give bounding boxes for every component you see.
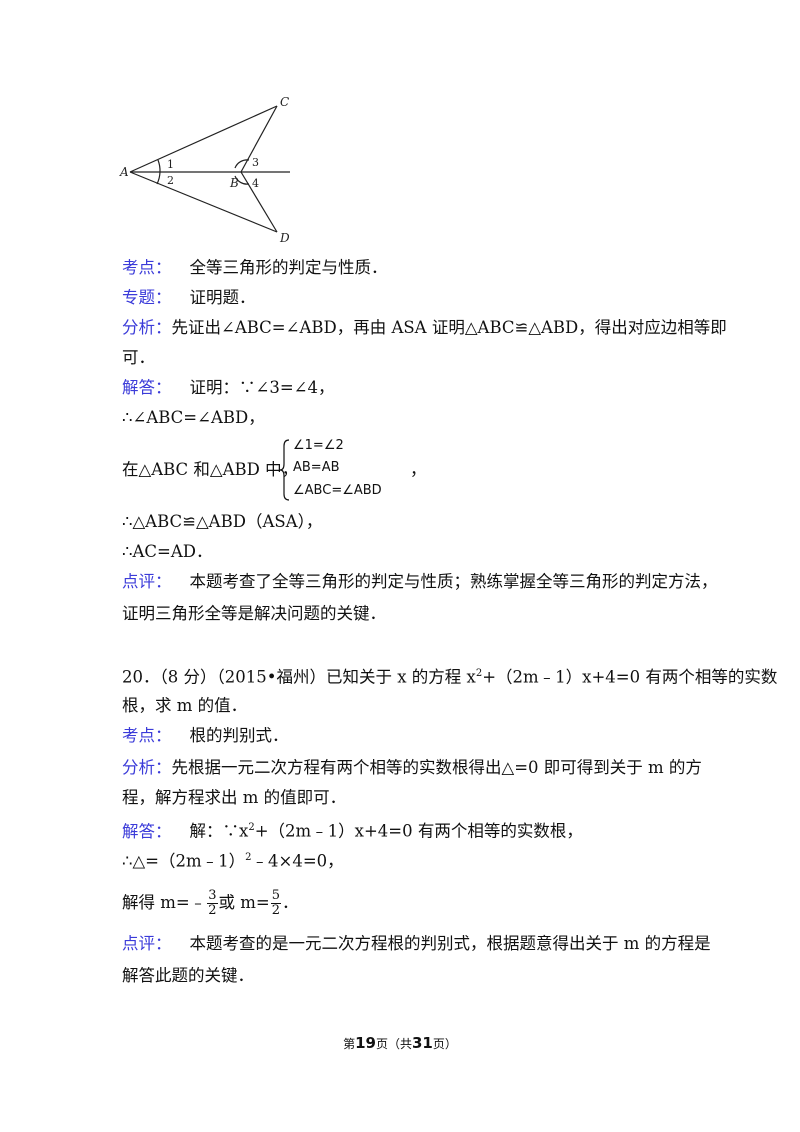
segment-AD (129, 171, 278, 233)
fraction-1-denominator: 2 (208, 903, 217, 918)
page-footer: 第19页（共31页） (0, 1034, 800, 1052)
angle-arc-2 (156, 171, 161, 185)
point-label-B: B (229, 176, 239, 190)
q19-jieda-line3-prefix: 在△ABC 和△ABD 中， (122, 460, 299, 479)
system-suffix: ， (410, 460, 427, 479)
segment-AC (129, 105, 278, 173)
angle-arc-3 (234, 159, 250, 169)
geometry-figure: A C D B 1 2 3 4 (119, 95, 290, 245)
q20-jieda-line3: 解得 m=﹣ 3 2 或 m= 5 2 ． (122, 888, 800, 918)
q20-fenxi-label: 分析： (122, 758, 172, 777)
system-row-1: ∠1=∠2 (293, 438, 344, 453)
fraction-2-denominator: 2 (271, 903, 280, 918)
fraction-1-numerator: 3 (207, 888, 218, 904)
q19-jieda-line5: ∴AC=AD． (122, 542, 213, 561)
q19-kaodian: 考点： 全等三角形的判定与性质． (122, 256, 800, 280)
q20-jieda-line3-end: ． (282, 893, 299, 912)
q19-jieda-line4: ∴△ABC≌△ABD（ASA）， (122, 512, 323, 531)
q19-jieda-line2: ∴∠ABC=∠ABD， (122, 408, 265, 427)
q20-kaodian: 考点： 根的判别式． (122, 724, 800, 748)
q20-stem: 20．（8 分）（2015•福州）已知关于 x 的方程 x2+（2m﹣1）x+4… (122, 662, 800, 690)
q20-stem-a: 20．（8 分）（2015•福州）已知关于 x 的方程 x (122, 667, 476, 687)
point-label-A: A (119, 165, 129, 179)
footer-total-pages: 31 (412, 1034, 433, 1052)
q19-zhuanti-label: 专题： (122, 288, 172, 307)
point-label-C: C (280, 95, 289, 109)
q19-jieda-label: 解答： (122, 378, 172, 397)
q20-dianping-line1: 本题考查的是一元二次方程根的判别式，根据题意得出关于 m 的方程是 (189, 934, 711, 953)
q19-jieda-line1: 证明：∵∠3=∠4， (189, 378, 335, 397)
q20-jieda-line3-a: 解得 m=﹣ (122, 893, 207, 912)
q20-dianping: 点评： 本题考查的是一元二次方程根的判别式，根据题意得出关于 m 的方程是 (122, 932, 800, 956)
point-label-D: D (279, 231, 290, 245)
q20-dianping-label: 点评： (122, 934, 172, 953)
q20-kaodian-label: 考点： (122, 726, 172, 745)
q20-fenxi: 分析：先根据一元二次方程有两个相等的实数根得出△=0 即可得到关于 m 的方 (122, 756, 800, 780)
q20-jieda-sup: 2 (248, 822, 255, 833)
q20-stem-sup: 2 (475, 668, 483, 679)
system-row-2: AB=AB (293, 460, 340, 475)
q20-jieda-label: 解答： (122, 821, 172, 841)
fraction-2-numerator: 5 (270, 888, 281, 904)
left-brace-icon (279, 439, 290, 501)
q19-fenxi-line1: 先证出∠ABC=∠ABD，再由 ASA 证明△ABC≌△ABD，得出对应边相等即 (171, 318, 727, 337)
q20-jieda-line2: ∴△=（2m﹣1）2﹣4×4=0， (122, 846, 800, 874)
q19-kaodian-label: 考点： (122, 258, 172, 277)
system-row-3: ∠ABC=∠ABD (293, 483, 382, 498)
equation-system: ∠1=∠2 AB=AB ∠ABC=∠ABD (279, 438, 439, 504)
angle-label-2: 2 (167, 174, 174, 187)
q20-stem-b: +（2m﹣1）x+4=0 有两个相等的实数 (482, 667, 778, 687)
q19-dianping: 点评： 本题考查了全等三角形的判定与性质；熟练掌握全等三角形的判定方法， (122, 570, 800, 594)
q20-kaodian-text: 根的判别式． (189, 726, 289, 745)
angle-label-3: 3 (252, 156, 259, 169)
q19-dianping-line1: 本题考查了全等三角形的判定与性质；熟练掌握全等三角形的判定方法， (189, 572, 718, 591)
q19-fenxi-label: 分析： (122, 318, 172, 337)
footer-mid: 页（共 (375, 1037, 412, 1051)
q20-jieda-line3-mid: 或 m= (218, 893, 270, 912)
angle-arc-1 (157, 159, 161, 173)
q20-dianping-line2: 解答此题的关键． (122, 966, 254, 985)
angle-arc-4 (234, 175, 250, 185)
q20-jieda-line2-b: ﹣4×4=0， (251, 851, 344, 871)
q19-fenxi: 分析：先证出∠ABC=∠ABD，再由 ASA 证明△ABC≌△ABD，得出对应边… (122, 316, 800, 340)
q19-zhuanti: 专题： 证明题． (122, 286, 800, 310)
q19-fenxi-line2: 可． (122, 348, 155, 367)
q20-jieda-b: +（2m﹣1）x+4=0 有两个相等的实数根， (254, 821, 583, 841)
q20-jieda-a: 解：∵x (189, 821, 249, 841)
q20-fenxi-line1: 先根据一元二次方程有两个相等的实数根得出△=0 即可得到关于 m 的方 (171, 758, 702, 777)
q20-fenxi-line2: 程，解方程求出 m 的值即可． (122, 788, 347, 807)
q20-jieda-line2-sup: 2 (245, 852, 252, 863)
footer-prefix: 第 (343, 1037, 356, 1051)
footer-page-number: 19 (355, 1034, 376, 1052)
q19-dianping-line2: 证明三角形全等是解决问题的关键． (122, 604, 386, 623)
footer-suffix: 页） (432, 1037, 457, 1051)
q19-dianping-label: 点评： (122, 572, 172, 591)
q20-jieda: 解答： 解：∵x2+（2m﹣1）x+4=0 有两个相等的实数根， (122, 816, 800, 844)
q19-jieda: 解答： 证明：∵∠3=∠4， (122, 376, 800, 400)
q20-jieda-line2-a: ∴△=（2m﹣1） (122, 851, 246, 871)
segment-BC (240, 105, 278, 173)
q19-zhuanti-text: 证明题． (189, 288, 256, 307)
angle-label-1: 1 (167, 158, 174, 171)
segment-BD (240, 171, 278, 233)
q20-stem-line2: 根，求 m 的值． (122, 696, 248, 715)
q19-kaodian-text: 全等三角形的判定与性质． (189, 258, 388, 277)
angle-label-4: 4 (252, 177, 259, 190)
